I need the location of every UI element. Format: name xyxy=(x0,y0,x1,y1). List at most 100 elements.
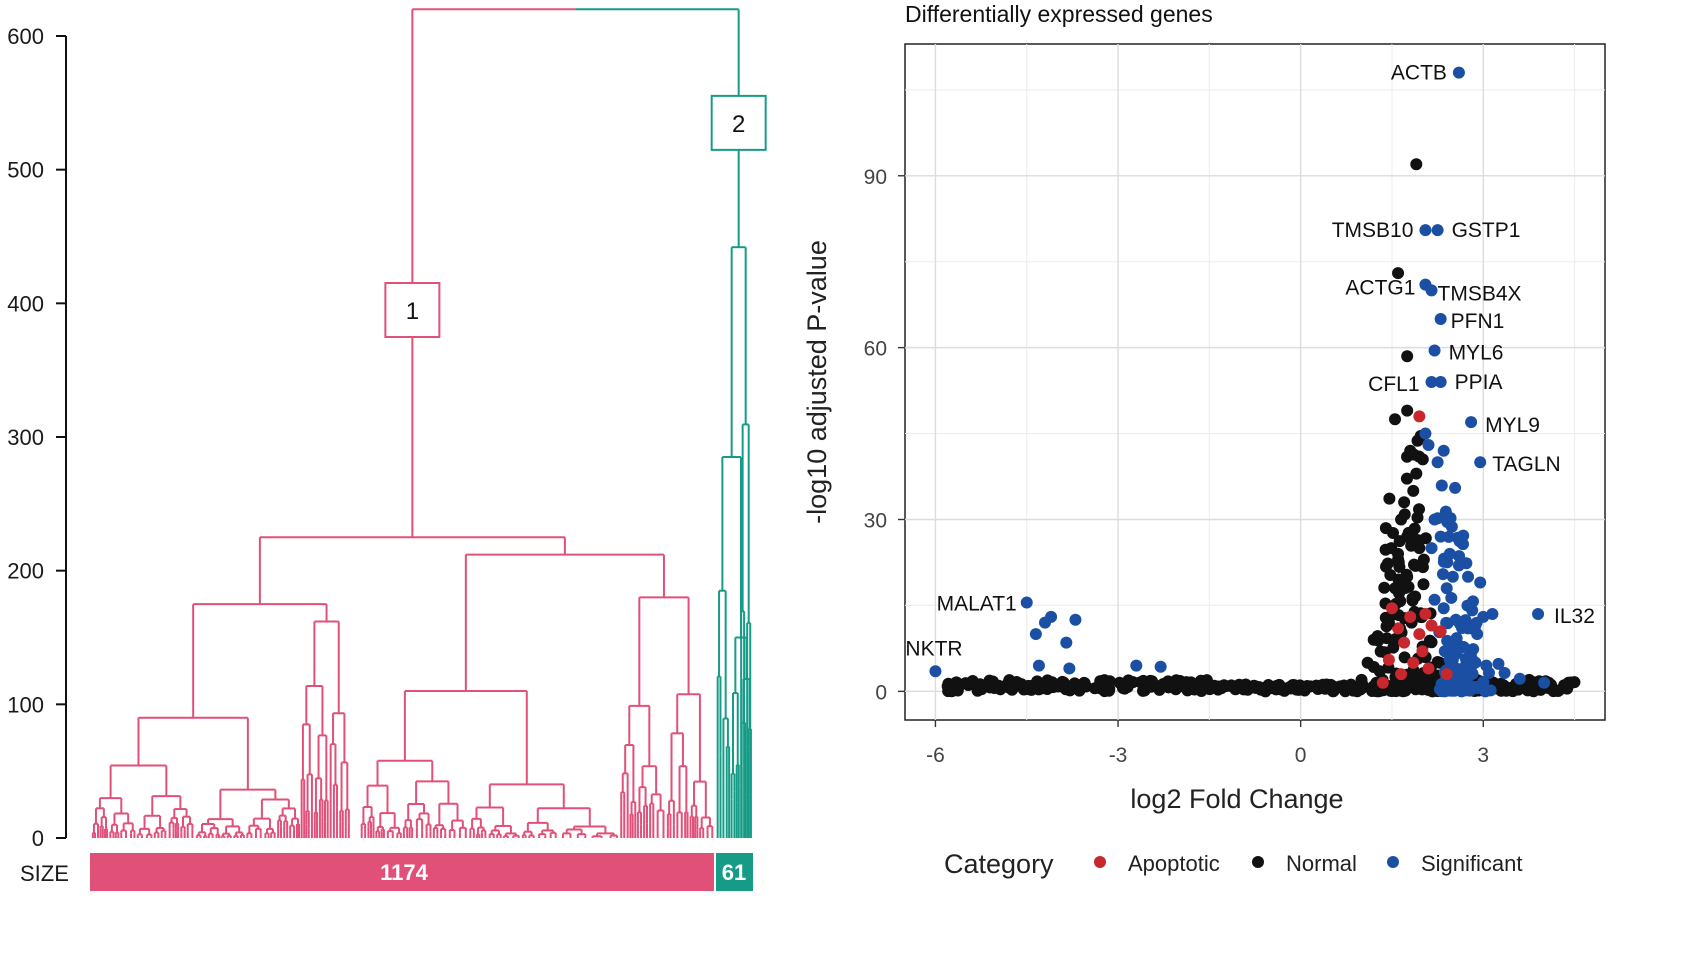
data-point-normal xyxy=(1552,684,1565,697)
data-point-normal xyxy=(1406,592,1419,605)
data-point-significant xyxy=(1425,284,1438,297)
data-point-significant xyxy=(1434,312,1447,325)
data-point-significant xyxy=(1462,622,1475,635)
data-point-normal xyxy=(1009,677,1022,690)
data-point-significant xyxy=(1468,656,1481,669)
data-point-normal xyxy=(1381,557,1394,570)
data-point-significant xyxy=(1462,570,1475,583)
legend-swatch-significant xyxy=(1387,856,1399,868)
data-point-significant xyxy=(1438,685,1451,698)
data-point-normal xyxy=(1273,678,1286,691)
legend-swatch-normal xyxy=(1252,856,1264,868)
data-point-apoptotic xyxy=(1419,608,1432,621)
data-point-significant xyxy=(1419,224,1432,237)
cluster-2-size-bar xyxy=(716,853,753,891)
gene-label-il32: IL32 xyxy=(1554,605,1595,628)
dendrogram-tick-label: 0 xyxy=(32,826,44,851)
data-point-significant xyxy=(1437,444,1450,457)
dendrogram-tick-label: 600 xyxy=(7,24,44,49)
data-point-apoptotic xyxy=(1398,636,1411,649)
data-point-significant xyxy=(1069,613,1082,626)
data-point-significant xyxy=(1443,547,1456,560)
gene-label-tagln: TAGLN xyxy=(1492,453,1560,476)
data-point-normal xyxy=(1073,684,1086,697)
data-point-normal xyxy=(1361,656,1374,669)
data-point-significant xyxy=(1440,582,1453,595)
data-point-significant xyxy=(1538,676,1551,689)
dendrogram-y-ticks: 0 100 200 300 400 500 600 xyxy=(7,24,66,851)
data-point-significant xyxy=(1431,224,1444,237)
data-point-significant xyxy=(1446,570,1459,583)
legend-swatch-apoptotic xyxy=(1094,856,1106,868)
data-point-significant xyxy=(1513,672,1526,685)
data-point-significant xyxy=(1060,636,1073,649)
gene-label-malat1: MALAT1 xyxy=(937,593,1017,616)
data-point-significant xyxy=(1484,684,1497,697)
data-point-significant xyxy=(1437,602,1450,615)
data-point-normal xyxy=(1411,511,1424,524)
grid xyxy=(905,44,1605,720)
data-point-significant xyxy=(1453,550,1466,563)
data-point-normal xyxy=(950,676,963,689)
data-point-significant xyxy=(1029,628,1042,641)
x-tick-label: -3 xyxy=(1109,744,1128,767)
data-point-normal xyxy=(1392,267,1405,280)
data-point-significant xyxy=(1452,66,1465,79)
data-point-apoptotic xyxy=(1413,628,1426,641)
plot-area xyxy=(904,43,1606,721)
data-point-significant xyxy=(1434,530,1447,543)
data-point-significant xyxy=(1020,596,1033,609)
gene-label-actb: ACTB xyxy=(1391,62,1447,85)
y-tick-label: 30 xyxy=(864,509,887,532)
data-point-normal xyxy=(1120,679,1133,692)
data-point-normal xyxy=(1209,681,1222,694)
data-point-normal xyxy=(1319,682,1332,695)
legend-item-apoptotic: Apoptotic xyxy=(1128,851,1220,876)
data-point-significant xyxy=(1130,659,1143,672)
data-point-significant xyxy=(1477,675,1490,688)
data-point-significant xyxy=(1436,568,1449,581)
data-point-apoptotic xyxy=(1404,610,1417,623)
data-point-apoptotic xyxy=(1434,625,1447,638)
data-point-normal xyxy=(1562,676,1575,689)
data-point-normal xyxy=(1413,669,1426,682)
data-point-apoptotic xyxy=(1385,602,1398,615)
size-label: SIZE xyxy=(20,861,69,886)
y-axis-label: -log10 adjusted P-value xyxy=(802,240,832,524)
data-point-normal xyxy=(1395,513,1408,526)
data-point-apoptotic xyxy=(1382,653,1395,666)
data-point-significant xyxy=(1480,659,1493,672)
cluster-2-size-value: 61 xyxy=(722,860,746,885)
cluster-2-box: 2 xyxy=(710,94,767,151)
legend: Category Apoptotic Normal Significant xyxy=(944,849,1523,879)
data-point-significant xyxy=(1435,479,1448,492)
data-point-normal xyxy=(1367,633,1380,646)
data-point-normal xyxy=(1389,413,1401,426)
data-point-apoptotic xyxy=(1416,645,1429,658)
cluster-2-label: 2 xyxy=(732,111,745,138)
data-point-apoptotic xyxy=(1392,622,1405,635)
data-point-significant xyxy=(929,665,942,678)
data-point-normal xyxy=(1392,547,1405,560)
data-point-significant xyxy=(1425,542,1438,555)
dendrogram-tick-label: 500 xyxy=(7,158,44,183)
data-point-normal xyxy=(994,683,1007,696)
data-point-apoptotic xyxy=(1422,662,1435,675)
data-point-significant xyxy=(1063,662,1076,675)
data-point-apoptotic xyxy=(1440,668,1453,681)
dendrogram-tick-label: 400 xyxy=(7,291,44,316)
data-point-normal xyxy=(1379,522,1392,535)
data-point-significant xyxy=(1474,456,1487,469)
gene-label-nktr: NKTR xyxy=(905,637,962,660)
data-point-significant xyxy=(1425,376,1438,388)
data-point-apoptotic xyxy=(1376,676,1389,689)
volcano-panel: Differentially expressed genes -6 -3 0 3030… xyxy=(802,1,1606,879)
cluster-1-box: 1 xyxy=(384,282,441,339)
data-point-significant xyxy=(1498,667,1511,680)
data-point-significant xyxy=(1446,653,1459,666)
data-point-significant xyxy=(1445,591,1458,604)
data-point-significant xyxy=(1477,610,1490,623)
data-point-normal xyxy=(1416,453,1429,466)
